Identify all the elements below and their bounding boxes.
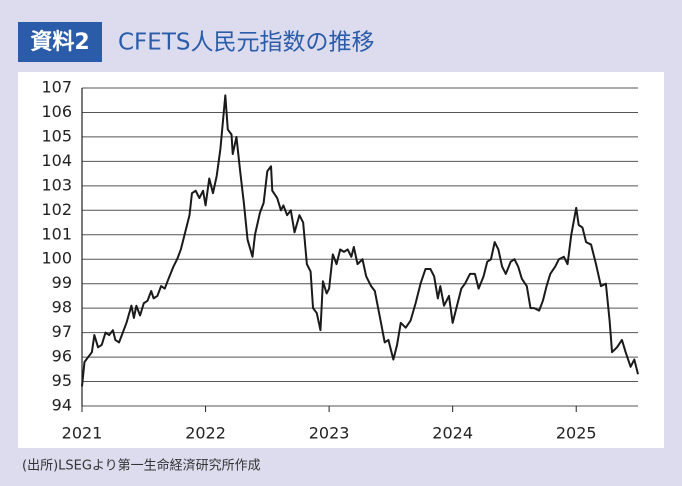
y-tick-label: 100 [41,249,72,268]
y-tick-label: 107 [41,78,72,97]
y-tick-label: 97 [52,322,72,341]
x-tick-label: 2023 [309,424,350,443]
y-tick-label: 99 [52,273,72,292]
x-tick-label: 2024 [432,424,473,443]
x-tick-label: 2021 [62,424,103,443]
y-tick-label: 106 [41,102,72,121]
y-tick-label: 104 [41,151,72,170]
y-tick-label: 95 [52,371,72,390]
y-tick-label: 102 [41,200,72,219]
y-tick-label: 98 [52,298,72,317]
y-tick-label: 105 [41,126,72,145]
y-tick-label: 96 [52,347,72,366]
badge: 資料2 [30,29,89,55]
y-tick-label: 94 [52,396,72,415]
x-tick-label: 2022 [185,424,226,443]
y-tick-label: 103 [41,175,72,194]
x-tick-label: 2025 [556,424,597,443]
chart-title: CFETS人民元指数の推移 [118,30,374,56]
source: (出所)LSEGより第一生命経済研究所作成 [22,458,261,474]
plot-panel [18,72,664,448]
badge-box [18,22,102,62]
y-tick-label: 101 [41,224,72,243]
index-line [81,94,639,387]
